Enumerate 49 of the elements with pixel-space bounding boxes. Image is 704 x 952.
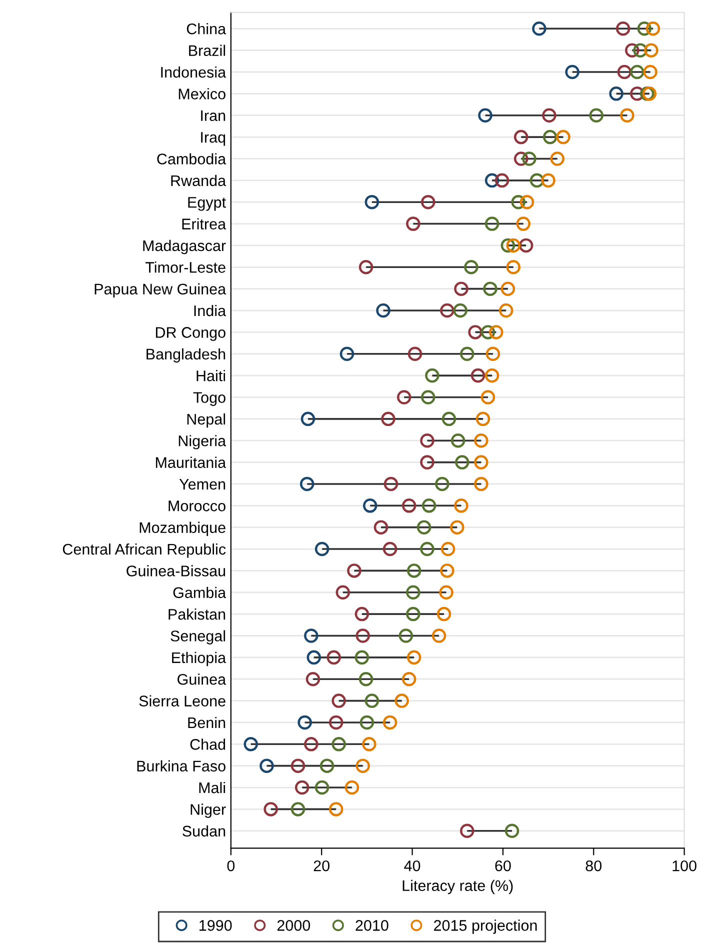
- x-tick-label: 20: [314, 860, 330, 872]
- y-tick-label: Ethiopia: [172, 652, 226, 666]
- y-tick-label: Egypt: [188, 197, 226, 211]
- y-tick-label: Eritrea: [182, 218, 226, 230]
- legend-label: 2000: [277, 920, 310, 931]
- y-tick-label: Nigeria: [178, 435, 226, 450]
- y-tick-label: Morocco: [168, 500, 226, 512]
- y-tick-label: Cambodia: [157, 153, 226, 164]
- y-tick-label: Mauritania: [156, 456, 226, 468]
- legend-label: 1990: [200, 920, 232, 931]
- y-tick-label: Rwanda: [171, 174, 226, 186]
- y-tick-label: Mexico: [178, 88, 226, 100]
- y-tick-label: Pakistan: [168, 608, 226, 620]
- x-tick-label: 60: [495, 860, 511, 872]
- y-tick-label: Guinea: [178, 674, 226, 685]
- y-tick-label: Benin: [188, 716, 226, 728]
- x-tick-label: 80: [586, 860, 602, 872]
- y-tick-label: Mali: [199, 782, 226, 794]
- y-tick-label: Mozambique: [140, 522, 226, 536]
- y-tick-label: Bangladesh: [146, 348, 226, 363]
- y-tick-label: Niger: [190, 804, 226, 818]
- y-tick-label: Indonesia: [161, 66, 226, 78]
- y-tick-label: Iran: [201, 110, 226, 122]
- y-tick-label: Brazil: [189, 44, 226, 56]
- y-tick-label: Chad: [190, 738, 226, 750]
- y-tick-label: Sierra Leone: [139, 695, 226, 706]
- y-tick-label: DR Congo: [156, 327, 226, 341]
- y-tick-label: Yemen: [179, 478, 226, 490]
- y-tick-label: Iraq: [201, 132, 226, 146]
- y-tick-label: Madagascar: [143, 240, 226, 254]
- y-tick-label: Togo: [193, 392, 226, 406]
- x-tick-label: 40: [404, 860, 420, 872]
- y-tick-label: Guinea-Bissau: [126, 565, 226, 576]
- y-tick-label: Sudan: [182, 825, 226, 837]
- y-tick-label: Nepal: [187, 413, 226, 428]
- y-tick-label: Timor-Leste: [145, 262, 226, 273]
- legend-label: 2015 projection: [434, 920, 537, 934]
- legend-label: 2010: [356, 920, 388, 931]
- x-tick-label: 100: [672, 860, 696, 872]
- y-tick-label: Gambia: [173, 586, 226, 598]
- y-tick-label: Burkina Faso: [137, 760, 226, 772]
- x-tick-label: 0: [227, 860, 235, 872]
- y-tick-label: Haiti: [196, 370, 226, 382]
- y-tick-label: Central African Republic: [62, 543, 226, 558]
- y-tick-label: Senegal: [170, 630, 226, 644]
- y-tick-label: India: [194, 304, 226, 316]
- y-tick-label: China: [186, 23, 226, 34]
- x-axis-title: Literacy rate (%): [402, 880, 513, 894]
- y-tick-label: Papua New Guinea: [94, 283, 226, 298]
